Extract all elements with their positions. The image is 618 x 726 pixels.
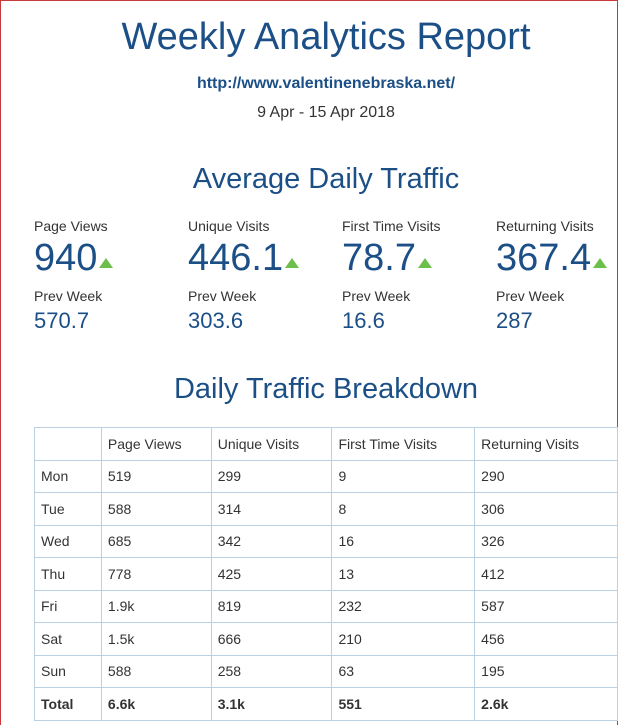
column-header xyxy=(34,427,102,461)
traffic-breakdown-table: Page Views Unique Visits First Time Visi… xyxy=(34,427,618,721)
day-cell: Thu xyxy=(34,557,102,591)
prev-week-value: 570.7 xyxy=(34,308,90,333)
day-cell: Wed xyxy=(34,524,102,558)
stat-value-row: 367.4 xyxy=(496,238,614,278)
table-cell: 258 xyxy=(210,654,333,688)
table-row: Mon 519 299 9 290 xyxy=(34,459,618,493)
breakdown-heading: Daily Traffic Breakdown xyxy=(173,373,479,405)
stat-value: 446.1 xyxy=(188,237,284,279)
table-cell: 685 xyxy=(100,524,212,558)
table-cell: 8 xyxy=(331,492,476,526)
table-row: Sun 588 258 63 195 xyxy=(34,654,618,688)
date-range: 9 Apr - 15 Apr 2018 xyxy=(257,104,395,121)
table-cell: 666 xyxy=(210,622,333,656)
table-cell: 210 xyxy=(331,622,476,656)
up-triangle-icon xyxy=(285,258,300,268)
day-cell: Fri xyxy=(34,589,102,623)
prev-week-value: 303.6 xyxy=(188,308,244,333)
table-cell: 306 xyxy=(474,492,618,526)
total-cell: 2.6k xyxy=(474,687,618,721)
up-triangle-icon xyxy=(593,258,608,268)
table-cell: 519 xyxy=(100,459,212,493)
prev-week-value: 287 xyxy=(496,308,533,333)
table-cell: 326 xyxy=(474,524,618,558)
table-cell: 778 xyxy=(100,557,212,591)
stat-value-row: 446.1 xyxy=(188,238,338,278)
table-cell: 195 xyxy=(474,654,618,688)
table-cell: 412 xyxy=(474,557,618,591)
stat-value: 78.7 xyxy=(342,237,416,279)
stat-label: Unique Visits xyxy=(188,218,270,234)
day-cell: Sat xyxy=(34,622,102,656)
table-cell: 588 xyxy=(100,492,212,526)
table-row: Wed 685 342 16 326 xyxy=(34,524,618,558)
day-cell: Mon xyxy=(34,459,102,493)
table-cell: 63 xyxy=(331,654,476,688)
average-traffic-heading: Average Daily Traffic xyxy=(192,163,460,195)
column-header: Unique Visits xyxy=(210,427,333,461)
total-label: Total xyxy=(34,687,102,721)
table-cell: 16 xyxy=(331,524,476,558)
table-cell: 314 xyxy=(210,492,333,526)
table-cell: 588 xyxy=(100,654,212,688)
prev-week-label: Prev Week xyxy=(496,288,565,304)
stat-label: Page Views xyxy=(34,218,108,234)
stat-returning-visits: Returning Visits 367.4 Prev Week 287 xyxy=(496,218,614,334)
table-cell: 425 xyxy=(210,557,333,591)
stat-label: Returning Visits xyxy=(496,218,594,234)
up-triangle-icon xyxy=(417,258,432,268)
stat-value: 940 xyxy=(34,237,98,279)
table-cell: 342 xyxy=(210,524,333,558)
table-cell: 1.5k xyxy=(100,622,212,656)
total-cell: 6.6k xyxy=(100,687,212,721)
prev-week-label: Prev Week xyxy=(34,288,103,304)
column-header: First Time Visits xyxy=(331,427,476,461)
table-header-row: Page Views Unique Visits First Time Visi… xyxy=(34,427,618,461)
day-cell: Sun xyxy=(34,654,102,688)
table-cell: 290 xyxy=(474,459,618,493)
prev-week-label: Prev Week xyxy=(188,288,257,304)
table-row: Tue 588 314 8 306 xyxy=(34,492,618,526)
column-header: Page Views xyxy=(100,427,212,461)
stat-label: First Time Visits xyxy=(342,218,441,234)
up-triangle-icon xyxy=(99,258,114,268)
prev-week-value: 16.6 xyxy=(342,308,385,333)
column-header: Returning Visits xyxy=(474,427,618,461)
prev-week-label: Prev Week xyxy=(342,288,411,304)
table-cell: 587 xyxy=(474,589,618,623)
stat-page-views: Page Views 940 Prev Week 570.7 xyxy=(34,218,184,334)
table-cell: 299 xyxy=(210,459,333,493)
stat-unique-visits: Unique Visits 446.1 Prev Week 303.6 xyxy=(188,218,338,334)
table-cell: 232 xyxy=(331,589,476,623)
table-cell: 13 xyxy=(331,557,476,591)
table-cell: 1.9k xyxy=(100,589,212,623)
day-cell: Tue xyxy=(34,492,102,526)
total-cell: 3.1k xyxy=(210,687,333,721)
site-url: http://www.valentinenebraska.net/ xyxy=(196,75,456,92)
table-total-row: Total 6.6k 3.1k 551 2.6k xyxy=(34,687,618,721)
stat-value-row: 940 xyxy=(34,238,184,278)
table-cell: 456 xyxy=(474,622,618,656)
table-row: Sat 1.5k 666 210 456 xyxy=(34,622,618,656)
stat-value-row: 78.7 xyxy=(342,238,492,278)
table-cell: 819 xyxy=(210,589,333,623)
table-cell: 9 xyxy=(331,459,476,493)
report-title: Weekly Analytics Report xyxy=(121,16,531,58)
total-cell: 551 xyxy=(331,687,476,721)
stat-value: 367.4 xyxy=(496,237,592,279)
table-row: Thu 778 425 13 412 xyxy=(34,557,618,591)
table-row: Fri 1.9k 819 232 587 xyxy=(34,589,618,623)
stat-first-time-visits: First Time Visits 78.7 Prev Week 16.6 xyxy=(342,218,492,334)
